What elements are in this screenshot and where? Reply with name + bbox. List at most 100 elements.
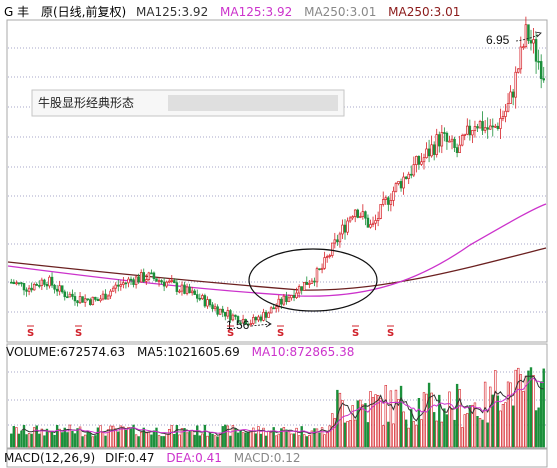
candle-body (387, 197, 390, 205)
candle-body (282, 295, 286, 305)
volume-ma5-label: MA5:1021605.69 (137, 345, 240, 359)
candle-body (259, 316, 263, 321)
volume-bar (295, 427, 298, 448)
volume-title: VOLUME:672574.63 MA5:1021605.69 MA10:872… (6, 345, 354, 359)
ma250-brown-label: MA250:3.01 (388, 5, 460, 19)
candle-body (389, 200, 393, 205)
candle-body (20, 282, 23, 285)
volume-bar (300, 426, 303, 448)
volume-bar (486, 422, 489, 448)
candle-body (122, 282, 125, 285)
candle-body (78, 296, 82, 304)
volume-bar (236, 432, 240, 448)
volume-bar (453, 419, 456, 448)
candle-body (211, 304, 214, 310)
volume-bar (489, 386, 492, 448)
volume-bar (376, 395, 380, 448)
candle-body (60, 285, 64, 293)
high-annotation: 6.95 (486, 31, 542, 47)
candle-body (30, 287, 33, 291)
candle-body (234, 314, 237, 317)
volume-bar (499, 410, 502, 448)
volume-bar (481, 419, 484, 448)
volume-bar (66, 432, 69, 448)
candle-body (264, 311, 268, 318)
candle-body (333, 239, 337, 244)
candle-body (40, 279, 44, 286)
candle-body (73, 296, 77, 302)
candle-body (343, 224, 347, 233)
candle-body (254, 317, 258, 321)
candle-body (96, 299, 100, 302)
candle-body (292, 295, 296, 298)
volume-bar (132, 424, 135, 448)
candle-body (458, 144, 461, 153)
volume-bar (412, 421, 415, 448)
candle-body (537, 60, 540, 63)
candle-body (272, 307, 275, 310)
candle-body (216, 306, 219, 315)
volume-bar (224, 424, 227, 448)
candle-body (101, 293, 105, 300)
candle-body (517, 68, 520, 73)
volume-bar (359, 399, 362, 448)
candle-body (180, 284, 184, 292)
candle-body (58, 285, 61, 292)
candle-body (506, 103, 510, 112)
volume-bar (354, 419, 357, 448)
candle-body (27, 287, 31, 292)
volume-bar (111, 425, 115, 448)
candle-body (150, 272, 153, 275)
volume-bar (468, 405, 472, 448)
candle-body (208, 299, 212, 306)
candle-body (269, 307, 273, 314)
volume-bar (476, 416, 479, 448)
volume-bar (106, 429, 110, 448)
candle-body (381, 199, 385, 205)
volume-bar (188, 431, 191, 448)
volume-bar (272, 427, 275, 448)
candle-body (440, 132, 444, 147)
candle-body (481, 121, 484, 131)
volume-bar (491, 394, 494, 448)
ma250-gray-label: MA250:3.01 (304, 5, 376, 19)
candle-body (509, 91, 512, 104)
candle-body (379, 204, 382, 219)
candle-body (246, 323, 250, 326)
candle-body (374, 220, 377, 224)
candle-body (129, 278, 133, 281)
volume-bar (140, 431, 143, 448)
candle-body (239, 322, 242, 325)
candle-body (290, 295, 293, 299)
volume-bar (221, 426, 224, 448)
candle-body (466, 125, 469, 135)
candle-body (35, 283, 38, 286)
macd-title: MACD(12,26,9) DIF:0.47 DEA:0.41 MACD:0.1… (4, 451, 300, 465)
candle-body (524, 24, 528, 48)
candle-body (463, 133, 466, 136)
macd-dea-label: DEA:0.41 (166, 451, 222, 465)
volume-bar (170, 425, 173, 448)
volume-bar (529, 367, 533, 448)
volume-bar (180, 428, 184, 448)
volume-bar (241, 432, 245, 448)
candle-body (221, 308, 224, 313)
candle-body (76, 300, 79, 304)
candle-body (402, 176, 405, 189)
candle-body (420, 161, 423, 165)
volume-bar (73, 433, 77, 448)
candle-body (147, 272, 151, 280)
volume-bar (290, 433, 293, 448)
volume-bar (450, 408, 454, 448)
candle-body (511, 91, 515, 98)
volume-bar (356, 400, 359, 448)
ma125-line (7, 203, 547, 297)
volume-bar (86, 430, 89, 448)
candle-body (397, 181, 400, 184)
volume-bar (351, 405, 354, 448)
volume-bar (361, 404, 365, 448)
volume-bar (364, 403, 367, 448)
volume-bar (127, 427, 130, 448)
volume-bar (101, 432, 105, 448)
volume-bar (48, 430, 51, 448)
